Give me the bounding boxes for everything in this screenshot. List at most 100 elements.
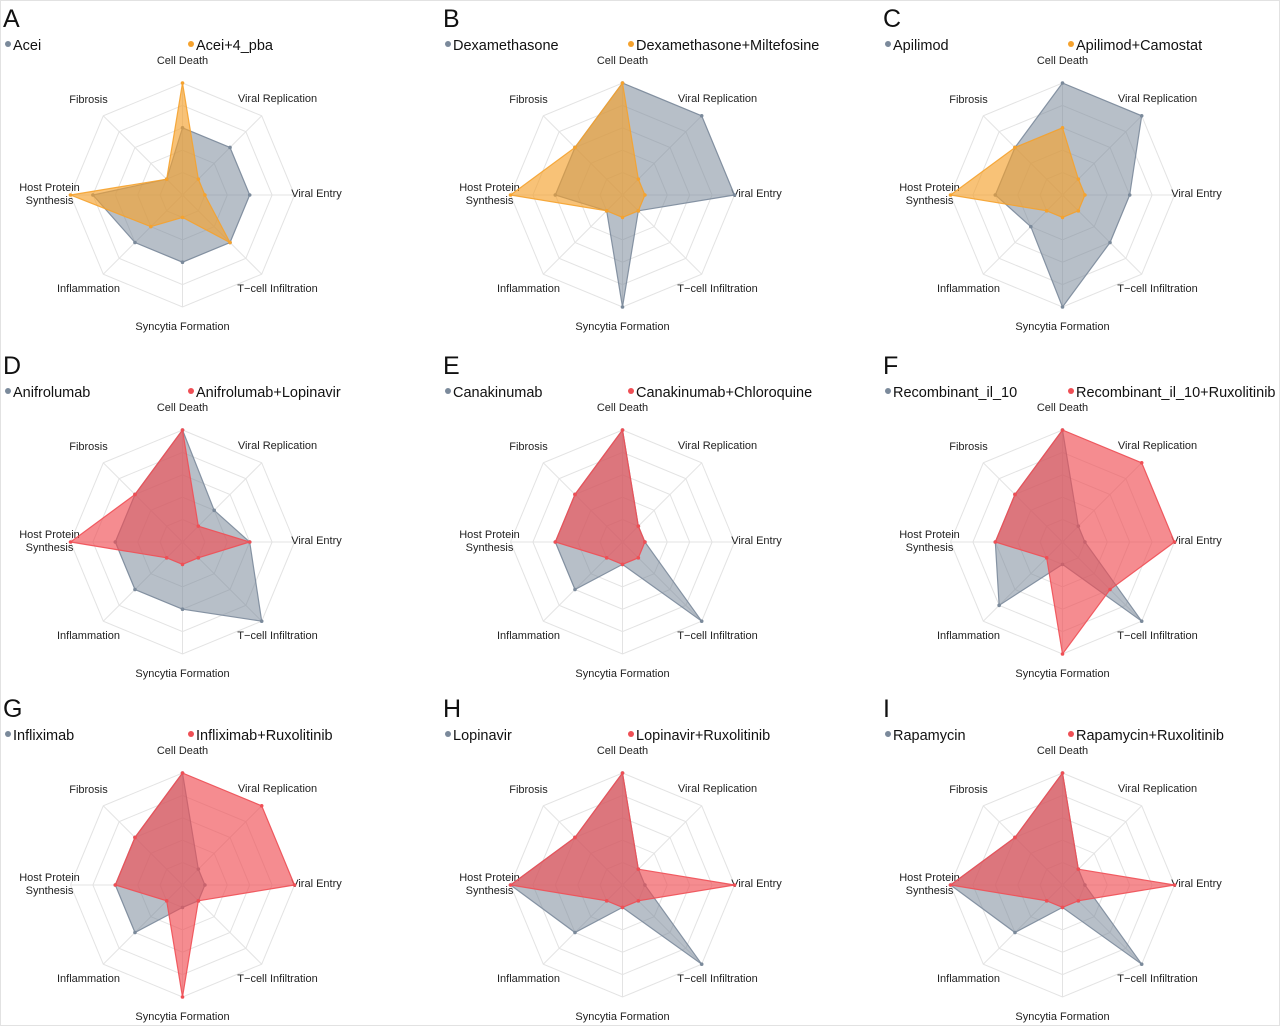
axis-label: Viral Entry bbox=[1171, 535, 1222, 547]
axis-label: Syncytia Formation bbox=[1015, 668, 1109, 680]
data-point bbox=[620, 428, 625, 432]
axis-label: Inflammation bbox=[937, 283, 1000, 295]
axis-label: Syncytia Formation bbox=[135, 668, 229, 680]
legend-label: Rapamycin bbox=[893, 728, 966, 744]
data-point bbox=[1139, 619, 1144, 623]
axis-label: Fibrosis bbox=[69, 441, 108, 453]
axis-label: Synthesis bbox=[466, 195, 514, 207]
axis-label: Synthesis bbox=[26, 542, 74, 554]
data-point bbox=[1172, 883, 1177, 887]
axis-label: Viral Replication bbox=[238, 93, 317, 105]
data-point bbox=[508, 883, 513, 887]
data-point bbox=[180, 260, 185, 265]
data-point bbox=[1076, 867, 1081, 871]
axis-label: Viral Entry bbox=[731, 188, 782, 200]
data-point bbox=[1139, 461, 1144, 465]
data-point bbox=[292, 883, 297, 887]
series-area-combination bbox=[554, 428, 646, 566]
axis-label: Synthesis bbox=[906, 885, 954, 897]
data-point bbox=[573, 835, 577, 840]
axis-label: Viral Replication bbox=[238, 783, 317, 795]
legend-marker bbox=[628, 41, 634, 47]
panel-letter: F bbox=[883, 352, 898, 380]
radar-panel-f: F Recombinant_il_10 Recombinant_il_10+Ruxo… bbox=[883, 352, 1276, 680]
axis-label: Synthesis bbox=[26, 195, 74, 207]
data-point bbox=[1060, 215, 1065, 220]
data-point bbox=[948, 883, 953, 887]
axis-label: Viral Entry bbox=[1171, 188, 1222, 200]
axis-label: Fibrosis bbox=[69, 784, 108, 796]
data-point bbox=[604, 556, 609, 560]
data-point bbox=[196, 177, 201, 181]
axis-label: Fibrosis bbox=[949, 441, 988, 453]
data-point bbox=[1013, 492, 1017, 497]
legend-label: Recombinant_il_10+Ruxolitinib bbox=[1076, 385, 1276, 401]
legend-label: Infliximab bbox=[13, 728, 74, 744]
axis-label: Cell Death bbox=[157, 402, 208, 414]
data-point bbox=[997, 603, 1001, 608]
data-point bbox=[1127, 193, 1132, 197]
data-point bbox=[1013, 835, 1017, 840]
axis-label: T−cell Infiltration bbox=[677, 283, 757, 295]
data-point bbox=[212, 508, 216, 513]
data-point bbox=[573, 930, 577, 935]
data-point bbox=[1060, 428, 1065, 432]
legend-label: Canakinumab+Chloroquine bbox=[636, 385, 812, 401]
axis-label: Syncytia Formation bbox=[1015, 1011, 1109, 1023]
data-point bbox=[259, 619, 264, 623]
data-point bbox=[732, 883, 737, 887]
data-point bbox=[636, 524, 641, 528]
axis-label: Viral Replication bbox=[1118, 440, 1197, 452]
axis-label: Viral Replication bbox=[1118, 783, 1197, 795]
data-point bbox=[732, 193, 737, 197]
data-point bbox=[993, 540, 998, 544]
data-point bbox=[508, 193, 513, 197]
data-point bbox=[573, 587, 577, 592]
legend-label: Dexamethasone bbox=[453, 38, 559, 54]
axis-label: T−cell Infiltration bbox=[237, 973, 317, 985]
axis-label: Syncytia Formation bbox=[575, 321, 669, 333]
data-point bbox=[636, 177, 641, 181]
data-point bbox=[68, 540, 73, 544]
radar-panel-e: E Canakinumab Canakinumab+ChloroquineCell … bbox=[443, 352, 812, 680]
data-point bbox=[149, 224, 153, 229]
data-point bbox=[133, 240, 137, 245]
radar-panel-b: B Dexamethasone Dexamethasone+MiltefosineC… bbox=[443, 5, 819, 333]
data-point bbox=[1060, 771, 1065, 775]
legend-marker bbox=[188, 731, 194, 737]
axis-label: Fibrosis bbox=[69, 94, 108, 106]
axis-label: Fibrosis bbox=[949, 94, 988, 106]
data-point bbox=[636, 867, 641, 871]
data-point bbox=[133, 492, 137, 497]
data-point bbox=[620, 771, 625, 775]
data-point bbox=[68, 193, 73, 197]
axis-label: T−cell Infiltration bbox=[1117, 973, 1197, 985]
legend-marker bbox=[5, 731, 11, 737]
data-point bbox=[133, 835, 137, 840]
axis-label: Inflammation bbox=[497, 630, 560, 642]
axis-label: Inflammation bbox=[497, 973, 560, 985]
legend-label: Apilimod bbox=[893, 38, 949, 54]
axis-label: Fibrosis bbox=[509, 784, 548, 796]
data-point bbox=[180, 428, 185, 432]
axis-label: Viral Replication bbox=[238, 440, 317, 452]
data-point bbox=[699, 619, 704, 623]
axis-label: Cell Death bbox=[597, 402, 648, 414]
axis-label: Viral Replication bbox=[678, 93, 757, 105]
data-point bbox=[1060, 905, 1065, 910]
axis-label: T−cell Infiltration bbox=[237, 283, 317, 295]
legend-marker bbox=[5, 388, 11, 394]
axis-label: Host Protein bbox=[899, 872, 960, 884]
legend-marker bbox=[445, 388, 451, 394]
data-point bbox=[164, 177, 169, 181]
legend-marker bbox=[628, 731, 634, 737]
data-point bbox=[1013, 930, 1017, 935]
axis-label: Cell Death bbox=[1037, 55, 1088, 67]
data-point bbox=[1076, 177, 1081, 181]
axis-label: Syncytia Formation bbox=[135, 321, 229, 333]
